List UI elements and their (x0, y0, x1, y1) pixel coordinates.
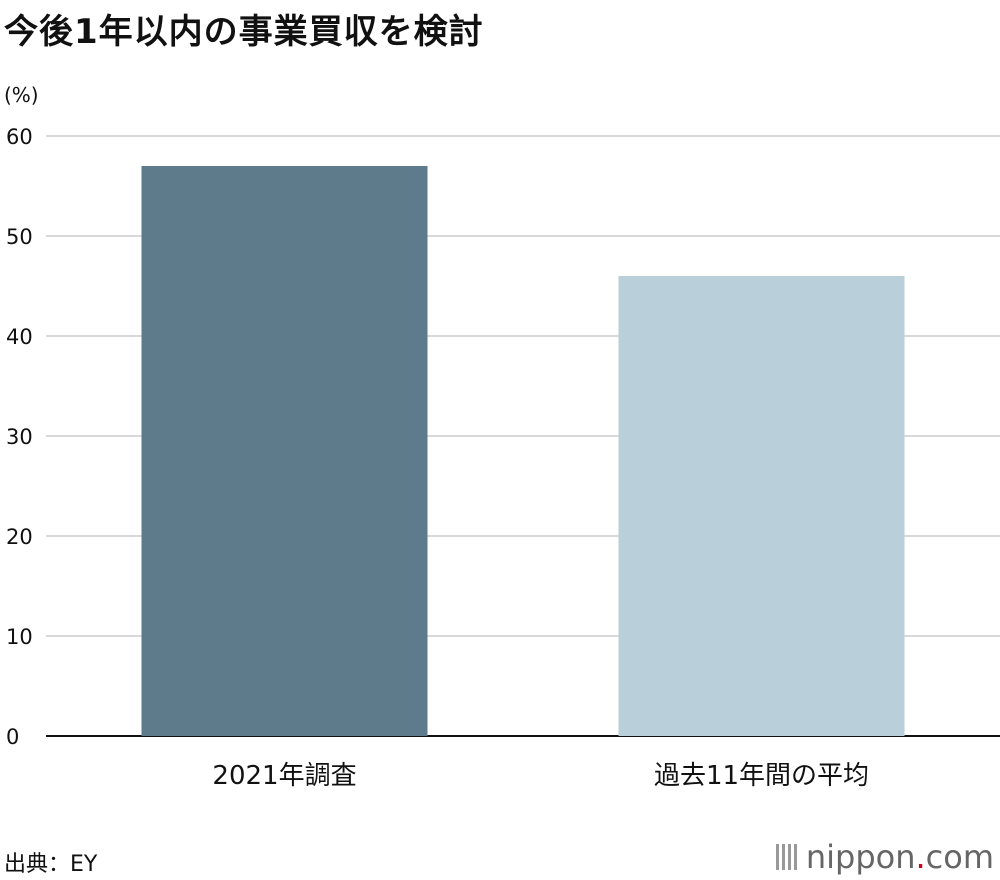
y-axis-unit-label: (%) (4, 83, 39, 107)
brand-name: nippon (805, 838, 916, 876)
bar-layer (141, 166, 905, 736)
label-layer: 0 10 20 30 40 50 60 2021年調査 過去11年間の平均 (6, 125, 869, 791)
brand-logo: nippon. com (775, 838, 994, 876)
y-tick-label: 10 (6, 625, 33, 649)
chart-title: 今後1年以内の事業買収を検討 (4, 12, 484, 52)
y-tick-label: 0 (6, 725, 19, 749)
brand-mark-icon (775, 844, 798, 870)
y-tick-label: 40 (6, 325, 33, 349)
bar-2 (618, 276, 905, 736)
brand-tld: com (925, 838, 994, 876)
y-tick-label: 20 (6, 525, 33, 549)
source-note: 出典：EY (4, 852, 98, 877)
bar-1 (141, 166, 428, 736)
x-category-label: 2021年調査 (212, 761, 356, 791)
x-category-label: 過去11年間の平均 (654, 761, 869, 791)
y-tick-label: 30 (6, 425, 33, 449)
brand-dot: . (915, 838, 926, 876)
y-tick-label: 50 (6, 225, 33, 249)
y-tick-label: 60 (6, 125, 33, 149)
